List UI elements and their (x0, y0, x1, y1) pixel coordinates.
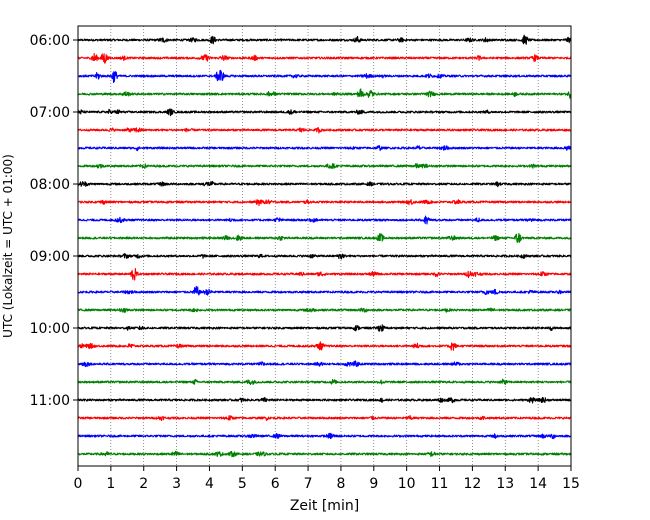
x-tick-label-14: 14 (529, 476, 547, 492)
trace-1145 (77, 450, 572, 458)
trace-1015 (77, 341, 572, 351)
y-axis-label: UTC (Lokalzeit = UTC + 01:00) (1, 154, 15, 338)
trace-0800 (77, 180, 572, 188)
x-tick-label-13: 13 (496, 476, 514, 492)
x-tick-label-6: 6 (271, 476, 280, 492)
trace-0700 (77, 108, 572, 117)
trace-0615 (77, 52, 572, 64)
x-tick-label-8: 8 (336, 476, 345, 492)
trace-0730 (77, 145, 572, 152)
y-tick-label-0: 06:00 (30, 33, 70, 49)
x-tick-label-11: 11 (431, 476, 449, 492)
grid-lines (110, 26, 539, 466)
x-tick-label-9: 9 (369, 476, 378, 492)
trace-1000 (77, 324, 572, 332)
trace-0630 (77, 69, 572, 84)
x-tick-label-5: 5 (238, 476, 247, 492)
trace-1045 (77, 378, 572, 386)
trace-1115 (77, 414, 572, 421)
x-tick-label-3: 3 (172, 476, 181, 492)
y-tick-label-2: 08:00 (30, 177, 70, 193)
trace-0930 (77, 285, 572, 296)
trace-0900 (77, 253, 572, 260)
trace-0915 (77, 267, 572, 281)
trace-0945 (77, 307, 572, 313)
x-tick-label-1: 1 (106, 476, 115, 492)
trace-0745 (77, 163, 572, 170)
x-tick-label-7: 7 (304, 476, 313, 492)
trace-1130 (77, 432, 572, 440)
trace-0600 (77, 34, 572, 45)
y-tick-label-5: 11:00 (30, 393, 70, 409)
x-tick-label-10: 10 (398, 476, 416, 492)
y-tick-label-4: 10:00 (30, 321, 70, 337)
x-tick-label-15: 15 (562, 476, 580, 492)
y-tick-label-1: 07:00 (30, 105, 70, 121)
x-tick-label-0: 0 (74, 476, 83, 492)
trace-0645 (77, 88, 572, 99)
x-axis-label: Zeit [min] (290, 498, 359, 514)
trace-0830 (77, 215, 572, 225)
x-tick-label-12: 12 (463, 476, 481, 492)
trace-0815 (77, 199, 572, 207)
trace-1100 (77, 396, 572, 404)
trace-1030 (77, 360, 572, 368)
x-tick-label-2: 2 (139, 476, 148, 492)
y-axis-ticks: 06:00 07:00 08:00 09:00 10:00 11:00 (30, 33, 78, 409)
x-axis-ticks: 0 1 2 3 4 5 6 7 8 9 10 11 12 13 14 15 (74, 466, 580, 492)
y-tick-label-3: 09:00 (30, 249, 70, 265)
trace-lines (77, 34, 572, 458)
trace-0845 (77, 232, 572, 243)
trace-0715 (77, 127, 572, 134)
x-tick-label-4: 4 (205, 476, 214, 492)
plot-frame (77, 25, 572, 467)
